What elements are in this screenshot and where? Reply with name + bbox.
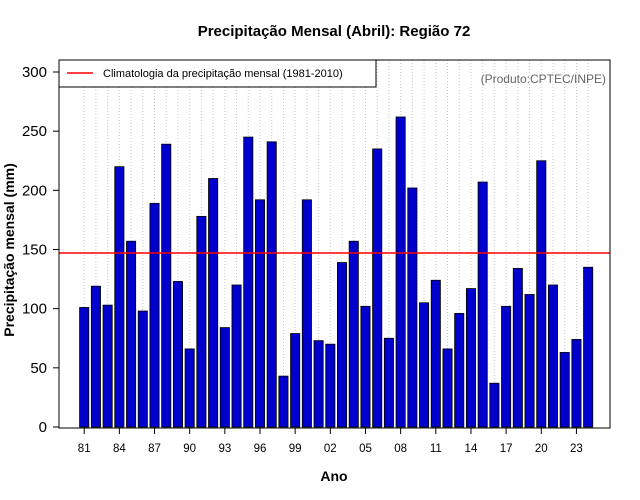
bar-11 <box>430 279 441 428</box>
bar-91 <box>196 215 207 428</box>
bar-14 <box>465 288 476 428</box>
x-tick-label: 99 <box>289 443 302 455</box>
x-tick-label: 02 <box>324 443 337 455</box>
bar-83 <box>102 304 113 428</box>
legend-box <box>58 59 377 88</box>
bar-21 <box>548 284 559 428</box>
y-tick-label: 100 <box>22 301 47 318</box>
bar-89 <box>172 281 183 428</box>
x-tick-label: 87 <box>148 443 161 455</box>
bar-81 <box>79 307 90 428</box>
x-axis: 81 84 87 90 93 96 99 02 05 08 11 14 17 20 23 <box>78 428 583 455</box>
x-tick-label: 17 <box>500 443 513 455</box>
bar-86 <box>137 310 148 428</box>
bar-23 <box>571 339 582 428</box>
grid-lines <box>83 60 589 428</box>
y-tick-label: 300 <box>22 64 47 81</box>
bar-01 <box>313 340 324 428</box>
bar-84 <box>114 166 125 428</box>
bar-24 <box>583 266 594 428</box>
bar-87 <box>149 202 160 428</box>
x-tick-label: 93 <box>218 443 231 455</box>
x-tick-label: 23 <box>570 443 583 455</box>
bar-93 <box>219 327 230 428</box>
y-axis-label: Precipitação mensal (mm) <box>1 163 17 337</box>
y-tick-label: 200 <box>22 182 47 199</box>
bar-99 <box>290 333 301 428</box>
bar-98 <box>278 375 289 428</box>
bar-18 <box>512 268 523 428</box>
bar-96 <box>254 199 265 428</box>
bar-85 <box>126 240 137 428</box>
x-tick-label: 90 <box>183 443 196 455</box>
bar-90 <box>184 348 195 428</box>
bar-22 <box>559 352 570 428</box>
x-tick-label: 05 <box>359 443 372 455</box>
x-tick-label: 81 <box>78 443 91 455</box>
bar-09 <box>407 187 418 428</box>
bar-94 <box>231 284 242 428</box>
bar-06 <box>372 148 383 428</box>
legend-label: Climatologia da precipitação mensal (198… <box>103 68 343 80</box>
y-tick-label: 50 <box>30 360 47 377</box>
bar-92 <box>208 178 219 428</box>
bar-05 <box>360 305 371 428</box>
bar-97 <box>266 141 277 428</box>
bars <box>79 116 594 428</box>
bar-10 <box>419 302 430 428</box>
bar-07 <box>383 337 394 428</box>
bar-88 <box>161 143 172 428</box>
y-tick-label: 250 <box>22 123 47 140</box>
x-tick-label: 11 <box>430 443 442 455</box>
bar-02 <box>325 343 336 428</box>
bar-12 <box>442 348 453 428</box>
source-note: (Produto:CPTEC/INPE) <box>481 72 606 86</box>
bar-03 <box>337 262 348 428</box>
chart-title: Precipitação Mensal (Abril): Região 72 <box>198 23 471 40</box>
bar-13 <box>454 312 465 428</box>
x-axis-label: Ano <box>320 468 347 484</box>
bar-00 <box>301 199 312 428</box>
x-tick-label: 08 <box>394 443 407 455</box>
y-tick-label: 0 <box>39 419 47 436</box>
bar-82 <box>90 285 101 428</box>
bar-16 <box>489 382 500 428</box>
y-tick-label: 150 <box>22 242 47 259</box>
bar-95 <box>243 136 254 428</box>
bar-15 <box>477 181 488 428</box>
x-tick-label: 96 <box>254 443 267 455</box>
bar-20 <box>536 160 547 428</box>
bar-04 <box>348 240 359 428</box>
bar-19 <box>524 294 535 428</box>
y-axis: 0 50 100 150 200 250 300 <box>22 64 59 436</box>
x-tick-label: 84 <box>113 443 126 455</box>
x-tick-label: 14 <box>465 443 478 455</box>
x-tick-label: 20 <box>535 443 548 455</box>
bar-08 <box>395 116 406 428</box>
legend: Climatologia da precipitação mensal (198… <box>58 59 377 88</box>
bar-17 <box>501 305 512 428</box>
